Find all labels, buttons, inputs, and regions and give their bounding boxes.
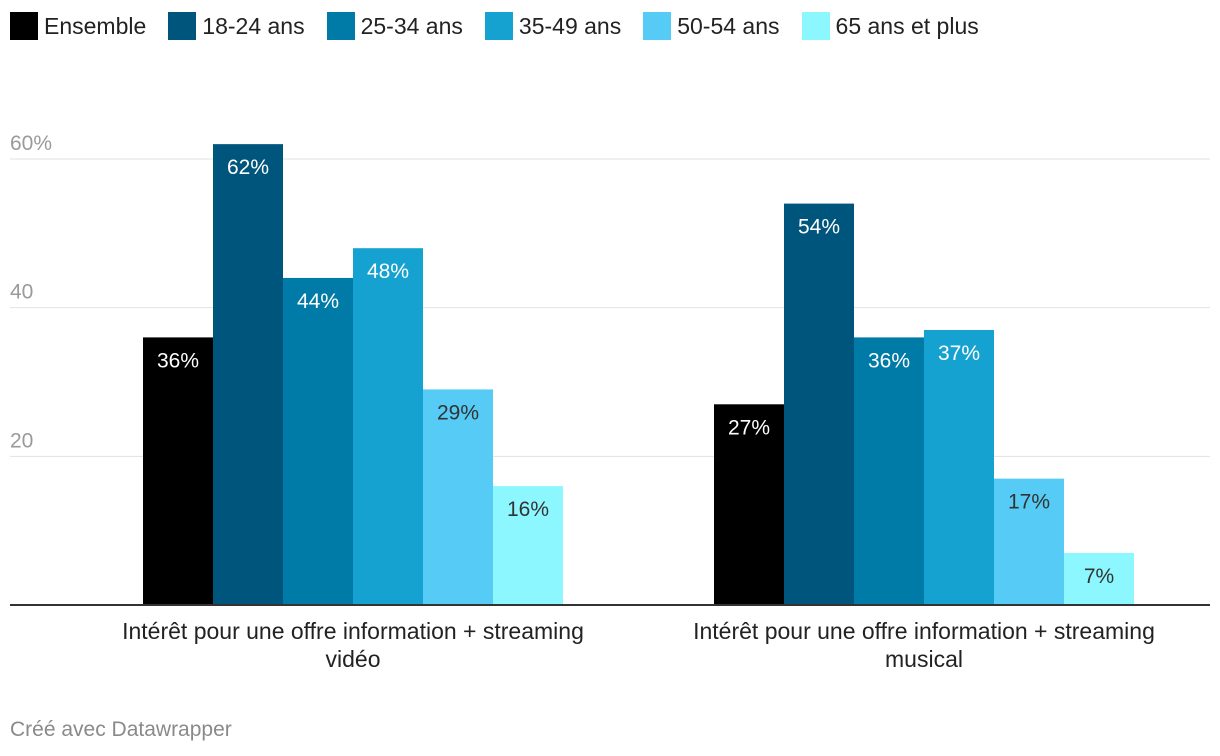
footer-credit[interactable]: Créé avec Datawrapper	[10, 718, 232, 741]
legend-item: 35-49 ans	[484, 12, 622, 40]
bar	[1064, 552, 1134, 605]
legend-label: 35-49 ans	[518, 12, 622, 39]
y-tick-label: 40	[10, 281, 33, 304]
data-label: 54%	[798, 216, 840, 239]
bar	[994, 478, 1064, 605]
data-label: 16%	[507, 498, 549, 521]
data-label: 48%	[367, 260, 409, 283]
legend-swatch	[326, 12, 355, 40]
data-label: 44%	[297, 290, 339, 313]
bar	[353, 248, 423, 605]
data-label: 29%	[437, 401, 479, 424]
data-label: 36%	[868, 349, 910, 372]
y-tick-label: 60%	[10, 132, 52, 155]
bar	[423, 389, 493, 605]
legend-swatch	[643, 12, 672, 40]
category-label: Intérêt pour une offre information + str…	[122, 618, 584, 644]
legend-label: 18-24 ans	[202, 12, 305, 39]
data-label: 37%	[938, 342, 980, 365]
y-tick-label: 20	[10, 429, 33, 452]
bar	[143, 337, 213, 605]
legend-label: Ensemble	[44, 12, 147, 39]
data-label: 7%	[1084, 565, 1114, 588]
data-label: 36%	[157, 349, 199, 372]
bar	[283, 277, 353, 605]
data-label: 27%	[728, 416, 770, 439]
bar	[714, 404, 784, 605]
legend-item: 25-34 ans	[326, 12, 463, 40]
legend-label: 50-54 ans	[677, 12, 780, 39]
legend-item: 18-24 ans	[168, 12, 305, 40]
legend-swatch	[168, 12, 197, 40]
bar	[493, 486, 563, 605]
legend-swatch	[484, 12, 513, 40]
data-label: 17%	[1008, 491, 1050, 514]
legend-label: 25-34 ans	[360, 12, 463, 39]
chart-legend: Ensemble 18-24 ans 25-34 ans 35-49 ans 50-54…	[10, 12, 1001, 40]
bar	[854, 337, 924, 605]
category-label: vidéo	[326, 646, 381, 672]
legend-item: 65 ans et plus	[801, 12, 979, 40]
legend-item: 50-54 ans	[643, 12, 780, 40]
legend-item: Ensemble	[10, 12, 146, 40]
category-label: musical	[885, 646, 963, 672]
bar	[924, 329, 994, 605]
bar	[213, 144, 283, 605]
legend-swatch	[10, 12, 38, 40]
legend-swatch	[801, 12, 830, 40]
legend-label: 65 ans et plus	[835, 12, 979, 39]
category-label: Intérêt pour une offre information + str…	[693, 618, 1155, 644]
data-label: 62%	[227, 156, 269, 179]
bar	[784, 203, 854, 605]
